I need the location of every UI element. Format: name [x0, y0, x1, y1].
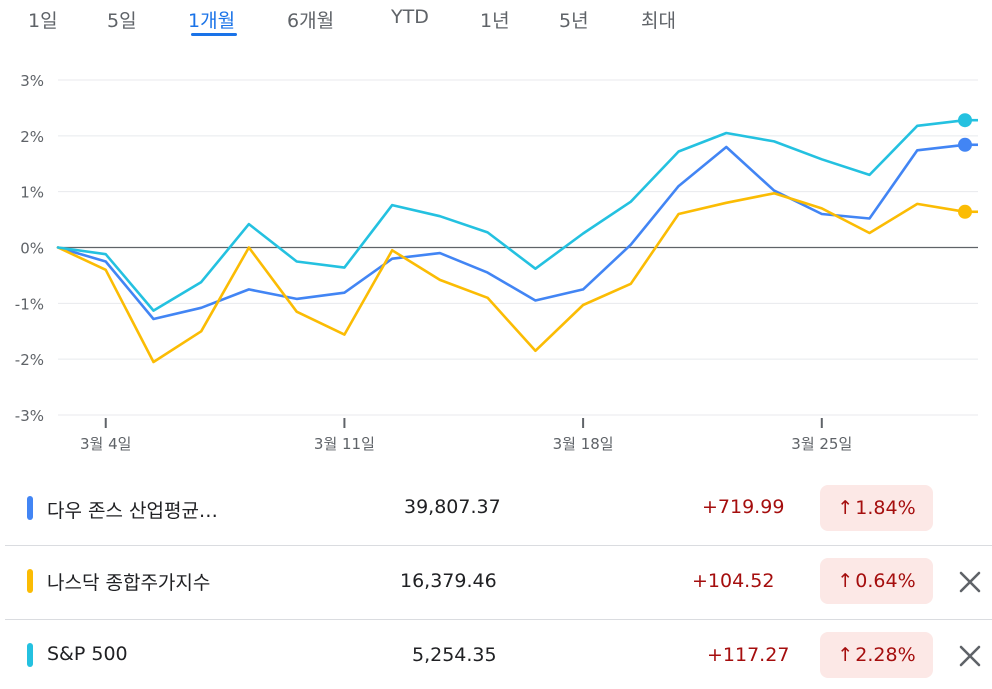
- percent-change-value: 2.28%: [855, 644, 916, 666]
- series-endpoint-dot: [958, 204, 972, 219]
- y-tick-label: 3%: [20, 72, 44, 90]
- x-tick-label: 3월 11일: [314, 435, 375, 453]
- tab-max[interactable]: 최대: [641, 10, 676, 32]
- percent-change-value: 1.84%: [855, 497, 916, 519]
- y-tick-label: 0%: [20, 240, 44, 258]
- series-endpoint-dot: [958, 113, 972, 128]
- index-change: +719.99: [702, 496, 785, 518]
- arrow-up-icon: ↑: [837, 497, 854, 519]
- x-tick-label: 3월 18일: [553, 435, 614, 453]
- y-tick-label: -1%: [15, 295, 44, 313]
- tab-1m[interactable]: 1개월: [188, 10, 236, 32]
- tab-1d[interactable]: 1일: [28, 10, 58, 32]
- tab-6m[interactable]: 6개월: [287, 10, 335, 32]
- index-row-sp500[interactable]: S&P 500 5,254.35 +117.27 ↑ 2.28%: [0, 620, 992, 689]
- close-icon[interactable]: [955, 567, 985, 597]
- y-tick-label: -3%: [15, 407, 44, 425]
- series-line-2: [56, 118, 967, 312]
- x-tick-label: 3월 4일: [80, 435, 131, 453]
- index-change: +117.27: [707, 644, 790, 666]
- percent-change-badge: ↑ 0.64%: [820, 558, 933, 604]
- row-divider: [5, 545, 992, 546]
- range-tabs: 1일 5일 1개월 6개월 YTD 1년 5년 최대: [0, 0, 992, 40]
- close-icon[interactable]: [955, 641, 985, 671]
- index-name: 나스닥 종합주가지수: [47, 572, 211, 594]
- tab-5y[interactable]: 5년: [559, 10, 589, 32]
- index-price: 39,807.37: [404, 496, 501, 518]
- arrow-up-icon: ↑: [837, 570, 854, 592]
- arrow-up-icon: ↑: [837, 644, 854, 666]
- series-color-swatch: [27, 496, 33, 520]
- y-tick-label: -2%: [15, 351, 44, 369]
- series-line-1: [56, 192, 967, 364]
- index-change: +104.52: [692, 570, 775, 592]
- index-row-dow[interactable]: 다우 존스 산업평균… 39,807.37 +719.99 ↑ 1.84%: [0, 472, 992, 544]
- series-color-swatch: [27, 569, 33, 593]
- index-row-nasdaq[interactable]: 나스닥 종합주가지수 16,379.46 +104.52 ↑ 0.64%: [0, 546, 992, 618]
- tab-ytd[interactable]: YTD: [391, 6, 429, 28]
- x-tick-label: 3월 25일: [791, 435, 852, 453]
- tab-1y[interactable]: 1년: [480, 10, 510, 32]
- percent-change-value: 0.64%: [855, 570, 916, 592]
- series-endpoint-dot: [958, 137, 972, 152]
- index-name: 다우 존스 산업평균…: [47, 500, 218, 522]
- percent-change-badge: ↑ 2.28%: [820, 632, 933, 678]
- comparison-line-chart: 3% 2% 1% 0% -1% -2% -3% 3월 4일 3월 11일 3월 18일 3월 25일: [15, 72, 978, 453]
- y-tick-label: 2%: [20, 128, 44, 146]
- series-color-swatch: [27, 643, 33, 667]
- index-price: 16,379.46: [400, 570, 497, 592]
- active-tab-indicator: [191, 33, 237, 36]
- index-price: 5,254.35: [412, 644, 497, 666]
- row-divider: [5, 619, 992, 620]
- percent-change-badge: ↑ 1.84%: [820, 485, 933, 531]
- tab-5d[interactable]: 5일: [107, 10, 137, 32]
- series-line-0: [56, 143, 967, 321]
- y-tick-label: 1%: [20, 184, 44, 202]
- index-name: S&P 500: [47, 643, 128, 665]
